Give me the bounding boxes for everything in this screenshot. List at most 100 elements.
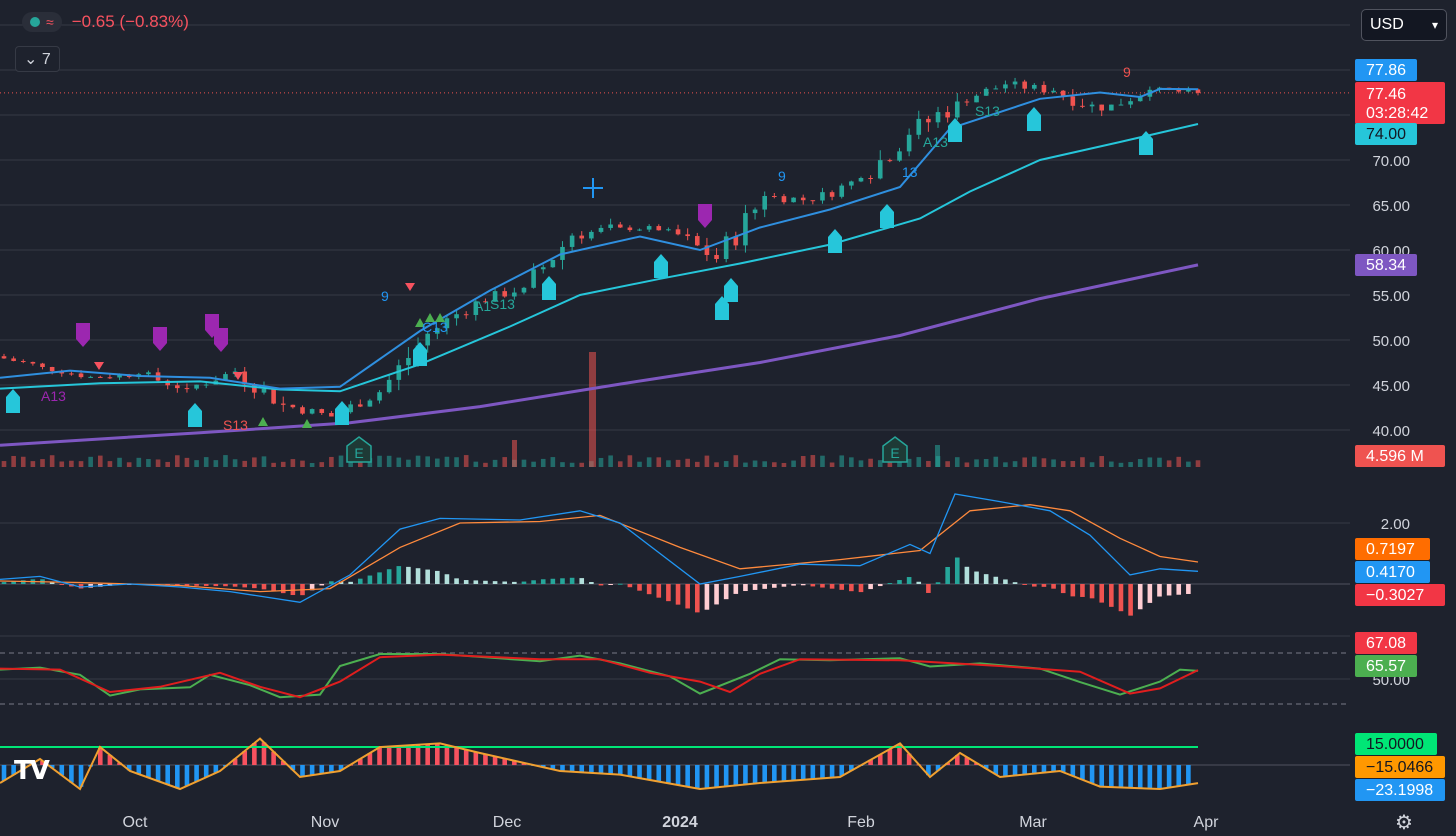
- volume-bar: [406, 459, 411, 467]
- settings-gear-icon[interactable]: ⚙: [1395, 812, 1413, 834]
- volume-bar: [1022, 457, 1027, 467]
- stoch-k-value: 65.57: [1366, 658, 1406, 675]
- candle-body: [473, 301, 479, 315]
- osc-histogram-bar: [357, 758, 363, 765]
- osc-histogram-bar: [396, 745, 402, 765]
- volume-bar: [319, 462, 325, 467]
- macd-histogram-bar: [656, 584, 662, 598]
- signal-label: 13: [902, 164, 918, 180]
- macd-histogram-bar: [540, 579, 546, 584]
- osc-histogram-bar: [598, 765, 604, 774]
- candle-body: [772, 196, 777, 197]
- macd-histogram-bar: [483, 580, 488, 584]
- osc-ref-value-bg: [1355, 733, 1437, 755]
- candle-body: [974, 95, 979, 103]
- osc-histogram-bar: [627, 765, 633, 777]
- osc-hist-value-bg: [1355, 779, 1445, 801]
- candle-body: [444, 318, 450, 329]
- candle-body: [1137, 96, 1143, 102]
- candle-body: [386, 379, 392, 393]
- status-pill[interactable]: ≈: [22, 12, 62, 32]
- macd-histogram-bar: [752, 584, 758, 590]
- osc-histogram-bar: [1012, 765, 1018, 776]
- signal-label: A1: [474, 298, 491, 314]
- macd-histogram-bar: [945, 566, 950, 584]
- osc-histogram-bar: [444, 745, 450, 765]
- volume-bar: [1012, 461, 1018, 467]
- macd-histogram-bar: [1128, 584, 1133, 616]
- osc-histogram-bar: [608, 765, 613, 775]
- osc-histogram-bar: [1032, 765, 1037, 774]
- volume-bar: [974, 459, 979, 467]
- volume-bar: [916, 457, 922, 467]
- osc-histogram-bar: [906, 753, 912, 765]
- volume-bar: [964, 462, 970, 467]
- osc-histogram-bar: [49, 765, 55, 769]
- candle-body: [252, 384, 257, 393]
- osc-histogram-bar: [194, 765, 199, 782]
- ema-mid-line: [0, 123, 1199, 393]
- candle-body: [49, 367, 55, 372]
- osc-histogram-bar: [781, 765, 787, 782]
- osc-histogram-bar: [425, 744, 430, 765]
- osc-histogram-bar: [954, 755, 960, 765]
- candle-body: [531, 269, 536, 288]
- volume-bar: [309, 462, 315, 467]
- macd-histogram-bar: [203, 584, 209, 586]
- macd-histogram-bar: [223, 584, 228, 587]
- candle-body: [184, 388, 190, 390]
- macd-histogram-bar: [406, 566, 411, 584]
- candle-body: [868, 178, 873, 179]
- candle-body: [1022, 81, 1027, 89]
- volume-bar: [569, 462, 575, 467]
- earnings-label: E: [354, 445, 363, 461]
- price-tick-label: 65.00: [1372, 198, 1410, 215]
- osc-histogram-bar: [743, 765, 748, 785]
- currency-selector[interactable]: USD ▾: [1361, 9, 1447, 41]
- oscillator-panel: [0, 737, 1199, 791]
- price-tick-label: 50.00: [1372, 333, 1410, 350]
- macd-line: [0, 493, 1199, 603]
- osc-histogram-bar: [454, 747, 459, 765]
- volume-bar: [329, 456, 334, 467]
- osc-histogram-bar: [165, 765, 170, 785]
- candle-body: [887, 160, 893, 162]
- candle-body: [11, 358, 16, 361]
- sell-arrow-icon: [153, 327, 167, 351]
- osc-histogram-bar: [175, 765, 180, 789]
- osc-histogram-bar: [1, 765, 7, 781]
- volume-bar: [232, 459, 238, 467]
- volume-bar: [30, 461, 36, 467]
- osc-histogram-bar: [78, 765, 84, 787]
- osc-histogram-bar: [1137, 765, 1143, 789]
- osc-histogram-bar: [1176, 765, 1182, 787]
- volume-bar: [223, 455, 228, 467]
- macd-histogram-bar: [897, 580, 902, 584]
- volume-bar: [1041, 458, 1047, 467]
- candle-body: [849, 181, 854, 186]
- osc-histogram-bar: [319, 765, 325, 774]
- candle-body: [1118, 104, 1124, 106]
- candle-body: [829, 192, 835, 197]
- macd-histogram-bar: [59, 584, 65, 585]
- osc-histogram-bar: [435, 743, 440, 765]
- candle-body: [598, 227, 604, 232]
- up-triangle-icon: [302, 419, 312, 428]
- interval-selector[interactable]: ⌄ 7: [15, 46, 60, 72]
- candle-body: [20, 360, 26, 362]
- osc-histogram-bar: [338, 765, 344, 771]
- volume-bar: [107, 461, 113, 467]
- volume-bar: [772, 462, 777, 467]
- volume-bar: [377, 455, 382, 467]
- macd-histogram-bar: [993, 576, 999, 584]
- volume-bar: [1137, 459, 1143, 467]
- volume-bar: [88, 456, 93, 467]
- candle-body: [1012, 81, 1018, 85]
- macd-histogram-bar: [290, 584, 296, 596]
- osc-histogram-bar: [271, 751, 276, 765]
- buy-arrow-icon: [654, 254, 668, 278]
- macd-histogram-bar: [762, 584, 767, 589]
- volume-value: 4.596 M: [1366, 448, 1424, 465]
- signal-label: S13: [223, 417, 248, 433]
